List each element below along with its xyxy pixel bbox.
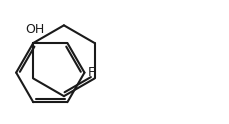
Text: OH: OH bbox=[25, 23, 44, 36]
Text: F: F bbox=[87, 66, 95, 79]
